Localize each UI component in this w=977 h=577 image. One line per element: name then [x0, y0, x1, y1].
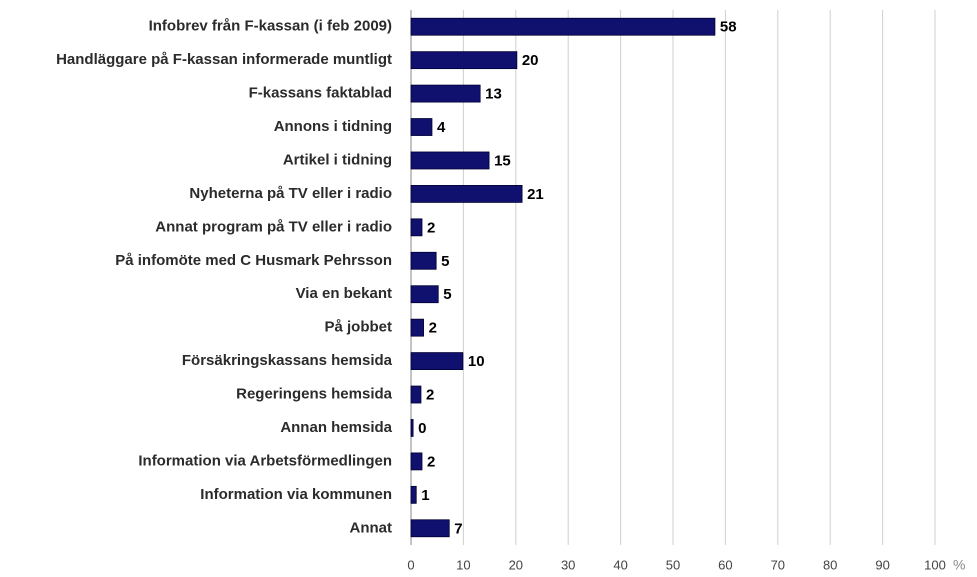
- x-tick-label: 90: [875, 557, 889, 572]
- x-tick-label: 100: [924, 557, 946, 572]
- data-label: 13: [485, 86, 502, 103]
- data-label: 2: [427, 453, 435, 470]
- x-tick-label: 70: [771, 557, 785, 572]
- data-label: 21: [527, 186, 544, 203]
- bar: [410, 352, 464, 370]
- x-tick-label: 60: [718, 557, 732, 572]
- bar: [410, 151, 490, 170]
- y-tick-label: Infobrev från F-kassan (i feb 2009): [149, 18, 392, 35]
- bar: [410, 118, 433, 136]
- x-tick-label: 40: [613, 557, 627, 572]
- data-label: 10: [468, 353, 485, 370]
- x-tick-label: 10: [456, 557, 470, 572]
- bar: [410, 419, 414, 437]
- data-label: 20: [522, 52, 539, 69]
- data-label: 5: [441, 253, 449, 270]
- bar: [410, 519, 450, 538]
- bar: [410, 51, 518, 70]
- bar: [410, 485, 417, 504]
- data-label: 1: [421, 487, 429, 504]
- bar: [410, 17, 716, 36]
- x-axis-unit: %: [953, 557, 965, 573]
- y-tick-label: Nyheterna på TV eller i radio: [189, 185, 392, 202]
- x-tick-label: 20: [509, 557, 523, 572]
- data-label: 7: [454, 520, 462, 537]
- data-label: 15: [494, 152, 511, 169]
- bar: [410, 318, 424, 337]
- y-tick-label: Annat program på TV eller i radio: [155, 218, 392, 235]
- y-tick-label: F-kassans faktablad: [249, 85, 392, 102]
- y-tick-label: Försäkringskassans hemsida: [182, 352, 393, 369]
- data-label: 4: [437, 119, 446, 136]
- data-label: 0: [418, 420, 426, 437]
- data-label: 2: [427, 219, 435, 236]
- x-tick-label: 50: [666, 557, 680, 572]
- y-tick-label: På infomöte med C Husmark Pehrsson: [115, 252, 392, 269]
- x-tick-label: 0: [407, 557, 414, 572]
- y-tick-label: Regeringens hemsida: [236, 386, 393, 403]
- y-tick-label: Annat: [350, 519, 393, 536]
- y-tick-label: Annons i tidning: [274, 118, 392, 135]
- y-tick-label: Information via Arbetsförmedlingen: [138, 452, 392, 469]
- bar: [410, 218, 423, 237]
- y-tick-label: Artikel i tidning: [283, 151, 392, 168]
- bar: [410, 251, 437, 270]
- bar: [410, 452, 423, 471]
- data-label: 2: [426, 387, 434, 404]
- y-tick-label: Annan hemsida: [280, 419, 392, 436]
- y-tick-label: Handläggare på F-kassan informerade munt…: [56, 51, 392, 68]
- bar: [410, 285, 439, 304]
- bar: [410, 185, 523, 203]
- data-label: 58: [720, 19, 737, 36]
- x-tick-label: 80: [823, 557, 837, 572]
- y-tick-label: Via en bekant: [296, 285, 392, 302]
- bar: [410, 385, 422, 404]
- bar: [410, 84, 481, 103]
- y-tick-label: Information via kommunen: [200, 486, 392, 503]
- y-tick-label: På jobbet: [324, 319, 392, 336]
- data-label: 5: [443, 286, 451, 303]
- x-tick-label: 30: [561, 557, 575, 572]
- data-label: 2: [429, 320, 437, 337]
